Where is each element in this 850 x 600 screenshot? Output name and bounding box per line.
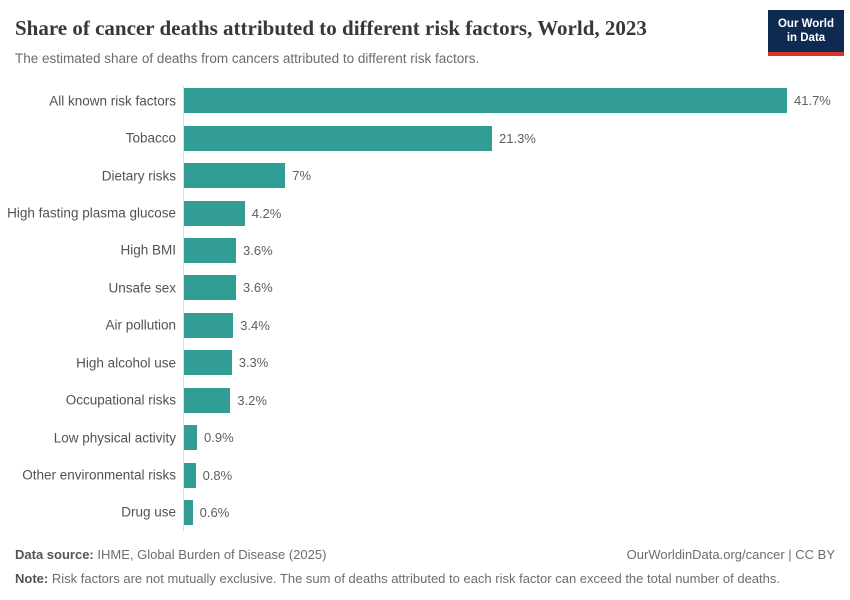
- bar-row: Low physical activity 0.9%: [0, 425, 850, 451]
- data-source-label: Data source:: [15, 547, 94, 562]
- footer-source-line: Data source: IHME, Global Burden of Dise…: [15, 547, 835, 562]
- bar-row: All known risk factors 41.7%: [0, 88, 850, 114]
- bar: [184, 387, 231, 413]
- value-label: 3.6%: [243, 280, 273, 296]
- bar-row: Dietary risks 7%: [0, 163, 850, 189]
- bar-row: Drug use 0.6%: [0, 499, 850, 525]
- category-label: Low physical activity: [53, 430, 176, 446]
- value-label: 4.2%: [251, 205, 282, 221]
- note-label: Note:: [15, 571, 49, 586]
- value-label: 0.9%: [204, 430, 234, 446]
- bar: [184, 350, 232, 376]
- category-label: High alcohol use: [76, 355, 176, 371]
- bar-row: Unsafe sex 3.6%: [0, 275, 850, 301]
- bar-row: Occupational risks 3.2%: [0, 387, 850, 413]
- bar: [184, 462, 196, 488]
- bar-row: High fasting plasma glucose 4.2%: [0, 200, 850, 226]
- category-label: Dietary risks: [101, 168, 176, 184]
- bar: [184, 312, 234, 338]
- owid-logo-line2: in Data: [786, 32, 826, 45]
- value-label: 0.6%: [199, 504, 230, 520]
- category-label: Tobacco: [125, 130, 176, 146]
- chart-footer: Data source: IHME, Global Burden of Dise…: [15, 547, 835, 586]
- category-label: Other environmental risks: [22, 467, 176, 483]
- data-source-text: IHME, Global Burden of Disease (2025): [97, 547, 327, 562]
- value-label: 3.4%: [240, 317, 270, 333]
- bar-row: High alcohol use 3.3%: [0, 350, 850, 376]
- category-label: Drug use: [121, 504, 176, 520]
- bar: [184, 275, 237, 301]
- footer-note-line: Note: Risk factors are not mutually excl…: [15, 571, 835, 586]
- owid-logo: Our World in Data: [768, 10, 844, 56]
- bar-row: High BMI 3.6%: [0, 237, 850, 263]
- note-text: Risk factors are not mutually exclusive.…: [51, 571, 780, 586]
- chart-subtitle: The estimated share of deaths from cance…: [15, 51, 480, 67]
- y-axis-line: [183, 86, 184, 531]
- bar-chart: All known risk factors 41.7% Tobacco 21.3% D…: [0, 85, 850, 534]
- category-label: Air pollution: [105, 317, 176, 333]
- bar: [184, 237, 237, 263]
- data-source: Data source: IHME, Global Burden of Dise…: [15, 547, 326, 562]
- category-label: High BMI: [120, 242, 176, 258]
- bar-row: Other environmental risks 0.8%: [0, 462, 850, 488]
- bar: [184, 125, 492, 151]
- category-label: All known risk factors: [49, 93, 176, 109]
- value-label: 7%: [292, 168, 312, 184]
- page-title: Share of cancer deaths attributed to dif…: [15, 16, 647, 40]
- value-label: 3.3%: [238, 355, 269, 371]
- category-label: Occupational risks: [65, 392, 176, 408]
- value-label: 0.8%: [202, 467, 233, 483]
- value-label: 21.3%: [499, 130, 536, 146]
- owid-logo-line1: Our World: [777, 18, 834, 30]
- bar: [184, 425, 197, 451]
- value-label: 41.7%: [794, 93, 831, 109]
- category-label: High fasting plasma glucose: [7, 205, 176, 221]
- bar: [184, 499, 193, 525]
- bar-row: Tobacco 21.3%: [0, 125, 850, 151]
- value-label: 3.2%: [237, 392, 267, 408]
- bar: [184, 88, 787, 114]
- value-label: 3.6%: [243, 242, 273, 258]
- bar: [184, 163, 286, 189]
- attribution: OurWorldinData.org/cancer | CC BY: [626, 547, 835, 562]
- bar: [184, 200, 245, 226]
- category-label: Unsafe sex: [108, 280, 176, 296]
- bar-row: Air pollution 3.4%: [0, 312, 850, 338]
- chart-header: Share of cancer deaths attributed to dif…: [0, 0, 850, 68]
